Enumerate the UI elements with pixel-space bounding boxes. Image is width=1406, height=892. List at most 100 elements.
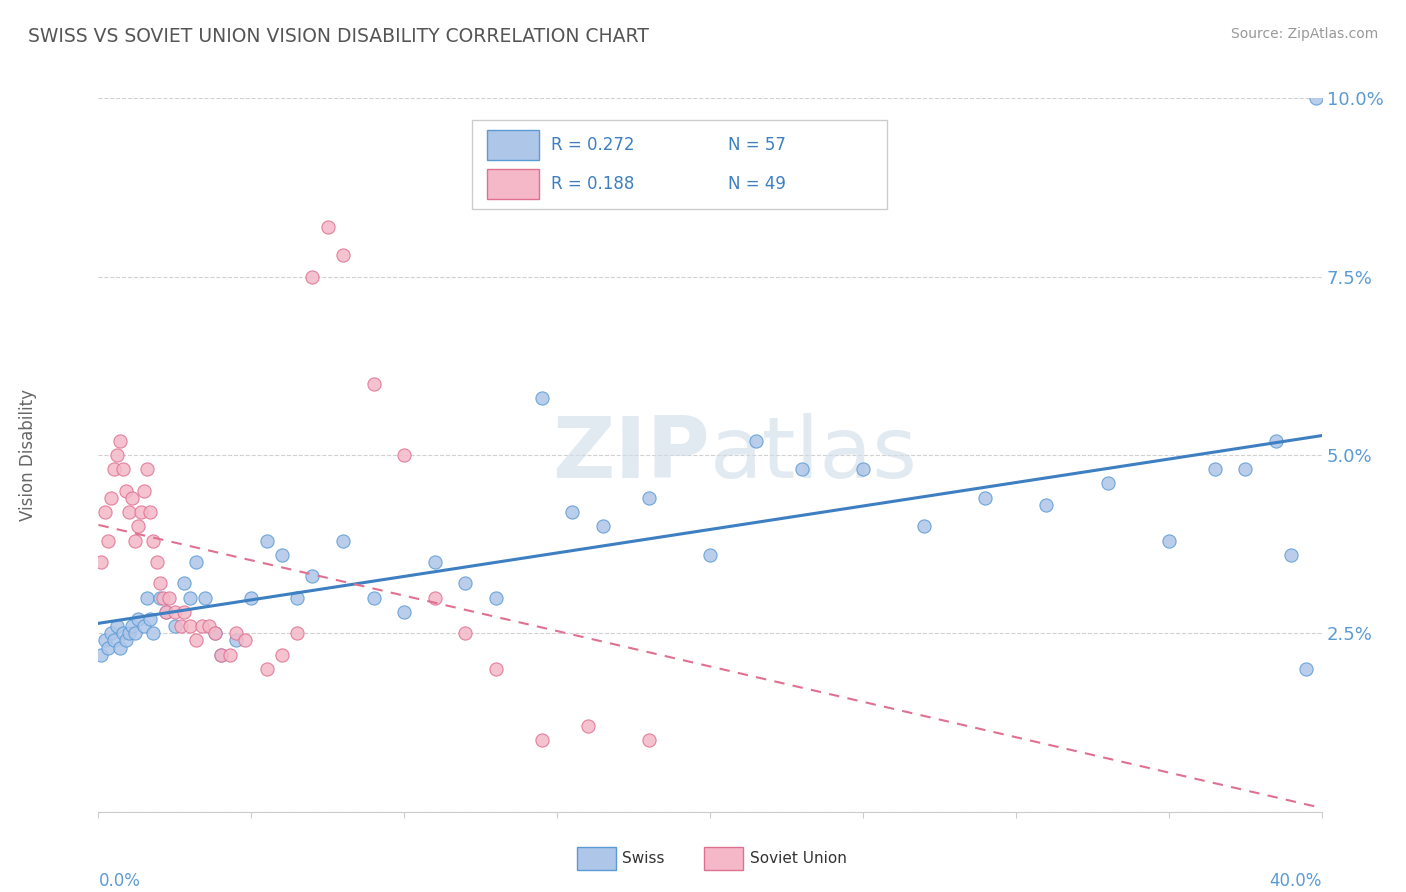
Point	[363, 591, 385, 605]
Point	[173, 605, 195, 619]
Point	[129, 505, 152, 519]
Point	[270, 548, 292, 562]
Point	[179, 619, 201, 633]
Point	[219, 648, 242, 662]
Point	[745, 434, 768, 448]
FancyBboxPatch shape	[488, 169, 538, 200]
Point	[316, 219, 339, 234]
Point	[103, 633, 125, 648]
Point	[142, 626, 165, 640]
Point	[285, 626, 308, 640]
FancyBboxPatch shape	[488, 130, 538, 161]
Point	[157, 591, 180, 605]
Point	[530, 733, 553, 747]
Point	[974, 491, 997, 505]
Point	[163, 619, 186, 633]
Point	[256, 662, 278, 676]
Point	[423, 591, 446, 605]
Text: R = 0.272: R = 0.272	[551, 136, 634, 153]
Text: 0.0%: 0.0%	[98, 872, 141, 890]
Text: N = 57: N = 57	[728, 136, 786, 153]
Text: Source: ZipAtlas.com: Source: ZipAtlas.com	[1230, 27, 1378, 41]
Point	[97, 533, 120, 548]
Point	[1295, 662, 1317, 676]
Point	[204, 626, 226, 640]
Point	[139, 505, 162, 519]
Point	[301, 269, 323, 284]
Text: SWISS VS SOVIET UNION VISION DISABILITY CORRELATION CHART: SWISS VS SOVIET UNION VISION DISABILITY …	[28, 27, 650, 45]
Point	[530, 391, 553, 405]
Point	[1279, 548, 1302, 562]
Point	[197, 619, 219, 633]
Point	[90, 555, 112, 569]
Point	[121, 491, 143, 505]
Point	[332, 533, 354, 548]
Text: N = 49: N = 49	[728, 175, 786, 193]
Point	[485, 662, 508, 676]
Point	[136, 462, 159, 476]
Point	[454, 626, 477, 640]
Point	[592, 519, 614, 533]
Point	[233, 633, 256, 648]
FancyBboxPatch shape	[704, 847, 742, 871]
Point	[392, 605, 416, 619]
Point	[127, 519, 149, 533]
Point	[103, 462, 125, 476]
Point	[139, 612, 162, 626]
Point	[170, 619, 193, 633]
Text: R = 0.188: R = 0.188	[551, 175, 634, 193]
Point	[118, 505, 141, 519]
Point	[699, 548, 721, 562]
Point	[423, 555, 446, 569]
Point	[285, 591, 308, 605]
Text: Vision Disability: Vision Disability	[20, 389, 38, 521]
Text: ZIP: ZIP	[553, 413, 710, 497]
Point	[163, 605, 186, 619]
Point	[186, 555, 208, 569]
Point	[1157, 533, 1180, 548]
Point	[191, 619, 214, 633]
Point	[149, 591, 172, 605]
Point	[173, 576, 195, 591]
Point	[225, 633, 247, 648]
Point	[93, 633, 115, 648]
Point	[186, 633, 208, 648]
Point	[454, 576, 477, 591]
Point	[209, 648, 232, 662]
Point	[152, 591, 174, 605]
Point	[561, 505, 583, 519]
Point	[332, 248, 354, 262]
Point	[105, 448, 128, 462]
Point	[485, 591, 508, 605]
Point	[1204, 462, 1226, 476]
Point	[115, 483, 138, 498]
Text: 40.0%: 40.0%	[1270, 872, 1322, 890]
Text: Soviet Union: Soviet Union	[751, 851, 848, 865]
Point	[1035, 498, 1057, 512]
Point	[270, 648, 292, 662]
Point	[637, 491, 661, 505]
Point	[363, 376, 385, 391]
Point	[121, 619, 143, 633]
Point	[111, 462, 134, 476]
Point	[225, 626, 247, 640]
Point	[179, 591, 201, 605]
Point	[256, 533, 278, 548]
Point	[209, 648, 232, 662]
Point	[97, 640, 120, 655]
Point	[912, 519, 935, 533]
Point	[124, 533, 146, 548]
Point	[100, 491, 122, 505]
Point	[576, 719, 599, 733]
Point	[93, 505, 115, 519]
Point	[240, 591, 263, 605]
Point	[105, 619, 128, 633]
Point	[134, 483, 156, 498]
Point	[136, 591, 159, 605]
Point	[1305, 91, 1327, 105]
Point	[194, 591, 217, 605]
Point	[124, 626, 146, 640]
Point	[90, 648, 112, 662]
Point	[149, 576, 172, 591]
Point	[1097, 476, 1119, 491]
